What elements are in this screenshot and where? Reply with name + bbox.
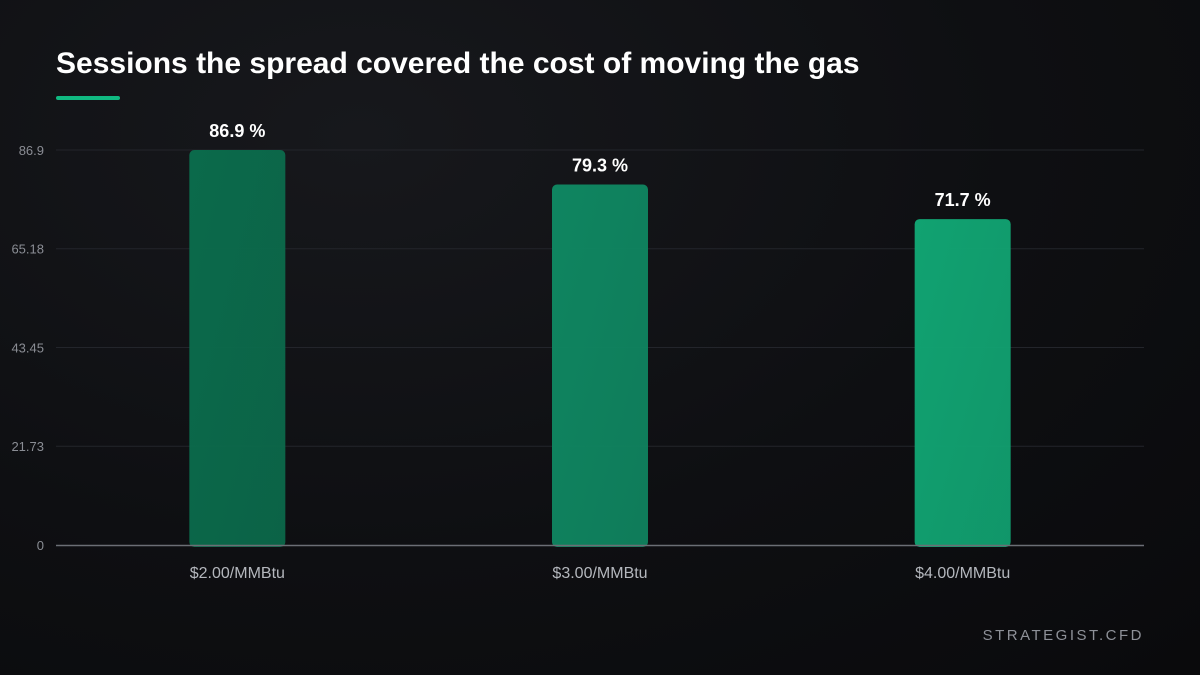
- x-axis-ticks: $2.00/MMBtu $3.00/MMBtu $4.00/MMBtu: [190, 565, 1010, 582]
- bars: [189, 150, 1011, 547]
- bar: [189, 150, 286, 547]
- y-tick-label: 86.9: [19, 143, 44, 158]
- data-labels: 86.9 % 79.3 % 71.7 %: [209, 121, 990, 210]
- bar: [914, 219, 1011, 547]
- y-tick-label: 0: [37, 538, 44, 553]
- y-tick-label: 65.18: [11, 242, 44, 257]
- bar-value-label: 71.7 %: [935, 190, 991, 210]
- chart-title: Sessions the spread covered the cost of …: [56, 47, 860, 80]
- title-accent-bar: [56, 96, 120, 100]
- x-tick-label: $4.00/MMBtu: [915, 565, 1010, 582]
- y-axis-ticks: 0 21.73 43.45 65.18 86.9: [11, 143, 44, 553]
- bar-value-label: 79.3 %: [572, 156, 628, 176]
- bar-value-label: 86.9 %: [209, 121, 265, 141]
- bar: [552, 184, 648, 547]
- x-tick-label: $2.00/MMBtu: [190, 565, 285, 582]
- y-tick-label: 43.45: [11, 341, 44, 356]
- x-tick-label: $3.00/MMBtu: [552, 565, 647, 582]
- y-tick-label: 21.73: [11, 439, 44, 454]
- brand-watermark: STRATEGIST.CFD: [982, 627, 1144, 644]
